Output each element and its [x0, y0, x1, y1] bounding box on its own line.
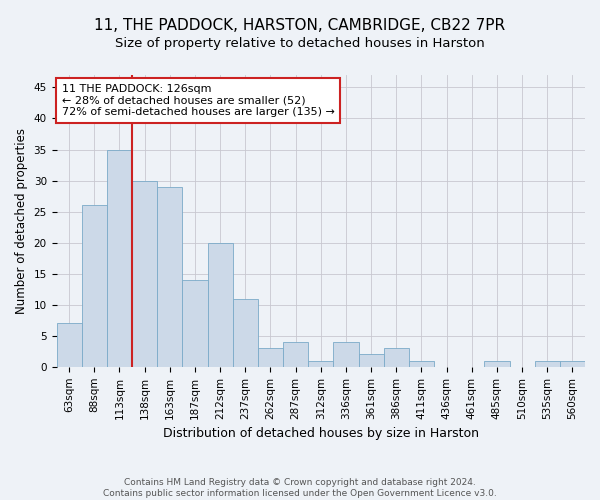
- Bar: [359, 354, 383, 367]
- Bar: [233, 298, 258, 367]
- Text: 11 THE PADDOCK: 126sqm
← 28% of detached houses are smaller (52)
72% of semi-det: 11 THE PADDOCK: 126sqm ← 28% of detached…: [62, 84, 335, 117]
- Bar: [258, 348, 283, 367]
- Bar: [484, 360, 509, 367]
- Bar: [283, 342, 308, 367]
- Bar: [82, 206, 107, 367]
- Bar: [132, 180, 157, 367]
- Bar: [56, 324, 82, 367]
- Bar: [107, 150, 132, 367]
- Text: Contains HM Land Registry data © Crown copyright and database right 2024.
Contai: Contains HM Land Registry data © Crown c…: [103, 478, 497, 498]
- Bar: [560, 360, 585, 367]
- Bar: [308, 360, 334, 367]
- Bar: [157, 187, 182, 367]
- Text: 11, THE PADDOCK, HARSTON, CAMBRIDGE, CB22 7PR: 11, THE PADDOCK, HARSTON, CAMBRIDGE, CB2…: [94, 18, 506, 32]
- Bar: [383, 348, 409, 367]
- Bar: [409, 360, 434, 367]
- Bar: [535, 360, 560, 367]
- X-axis label: Distribution of detached houses by size in Harston: Distribution of detached houses by size …: [163, 427, 479, 440]
- Bar: [208, 242, 233, 367]
- Text: Size of property relative to detached houses in Harston: Size of property relative to detached ho…: [115, 38, 485, 51]
- Bar: [334, 342, 359, 367]
- Bar: [182, 280, 208, 367]
- Y-axis label: Number of detached properties: Number of detached properties: [15, 128, 28, 314]
